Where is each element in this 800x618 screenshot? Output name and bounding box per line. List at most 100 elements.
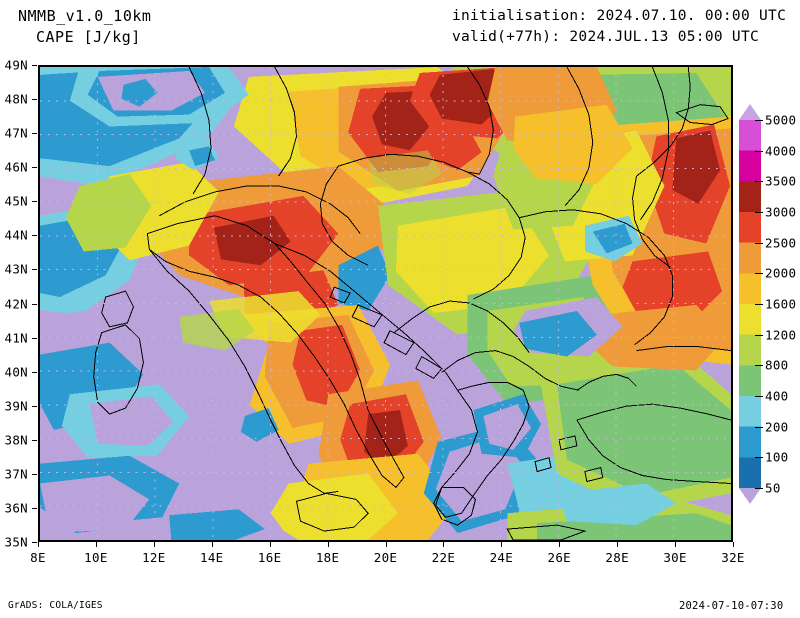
y-tick-mark bbox=[32, 337, 37, 339]
x-tick-label: 18E bbox=[315, 550, 340, 565]
grads-credit: GrADS: COLA/IGES bbox=[8, 600, 103, 611]
colorbar-tick-label: 1600 bbox=[765, 296, 797, 312]
valid-time: valid(+77h): 2024.JUL.13 05:00 UTC bbox=[452, 29, 760, 45]
x-tick-label: 14E bbox=[200, 550, 224, 565]
colorbar-segment bbox=[739, 120, 761, 152]
x-tick-label: 28E bbox=[605, 550, 629, 565]
colorbar-tick-mark bbox=[755, 181, 763, 183]
colorbar-segment bbox=[739, 242, 761, 274]
y-tick-label: 47N bbox=[4, 125, 28, 141]
render-timestamp: 2024-07-10-07:30 bbox=[679, 600, 784, 612]
colorbar-tick-mark bbox=[755, 457, 763, 459]
colorbar-segment bbox=[739, 426, 761, 458]
variable-name: CAPE [J/kg] bbox=[36, 28, 141, 46]
y-tick-label: 38N bbox=[4, 432, 28, 448]
x-tick-mark bbox=[211, 542, 213, 547]
y-tick-mark bbox=[32, 133, 37, 135]
colorbar-tick-label: 50 bbox=[765, 480, 781, 496]
colorbar-tick-mark bbox=[755, 273, 763, 275]
y-tick-label: 46N bbox=[4, 159, 28, 175]
y-tick-mark bbox=[32, 201, 37, 203]
colorbar-segment bbox=[739, 304, 761, 336]
x-tick-mark bbox=[733, 542, 734, 547]
colorbar-tick-label: 800 bbox=[765, 357, 789, 373]
x-tick-label: 26E bbox=[547, 550, 571, 565]
colorbar-tick-label: 3500 bbox=[765, 173, 797, 189]
colorbar-tick-mark bbox=[755, 304, 763, 305]
y-tick-mark bbox=[32, 542, 37, 543]
y-tick-label: 36N bbox=[4, 500, 28, 516]
x-tick-mark bbox=[153, 542, 155, 547]
colorbar-segment bbox=[739, 181, 761, 213]
colorbar-tick-mark bbox=[755, 488, 763, 489]
y-tick-mark bbox=[32, 371, 37, 373]
x-tick-label: 16E bbox=[257, 550, 282, 565]
colorbar-segment bbox=[739, 273, 761, 305]
x-tick-mark bbox=[269, 542, 271, 547]
x-tick-label: 30E bbox=[663, 550, 687, 565]
y-tick-mark bbox=[32, 439, 37, 441]
model-name: NMMB_v1.0_10km bbox=[18, 7, 152, 25]
x-tick-label: 20E bbox=[373, 550, 398, 565]
colorbar-tick-label: 5000 bbox=[765, 112, 797, 128]
y-tick-label: 35N bbox=[4, 534, 28, 550]
colorbar-tick-mark bbox=[755, 212, 763, 213]
colorbar bbox=[739, 104, 761, 504]
y-tick-mark bbox=[32, 99, 37, 101]
x-tick-label: 22E bbox=[431, 550, 456, 565]
x-tick-label: 8E bbox=[30, 550, 46, 565]
colorbar-tick-label: 1200 bbox=[765, 327, 797, 343]
y-tick-label: 48N bbox=[4, 91, 28, 107]
y-tick-label: 49N bbox=[4, 57, 28, 73]
colorbar-tick-mark bbox=[755, 396, 763, 397]
y-tick-mark bbox=[32, 405, 37, 407]
colorbar-tick-mark bbox=[755, 120, 763, 121]
x-tick-label: 24E bbox=[489, 550, 514, 565]
x-tick-label: 10E bbox=[84, 550, 108, 565]
colorbar-segment bbox=[739, 365, 761, 397]
colorbar-tick-mark bbox=[755, 334, 763, 336]
y-tick-label: 45N bbox=[4, 193, 28, 209]
y-tick-label: 41N bbox=[4, 330, 28, 346]
y-tick-mark bbox=[32, 303, 37, 305]
x-tick-mark bbox=[559, 542, 561, 547]
y-tick-label: 39N bbox=[4, 398, 28, 414]
y-tick-label: 43N bbox=[4, 261, 28, 277]
y-tick-label: 42N bbox=[4, 296, 28, 311]
x-tick-mark bbox=[675, 542, 677, 547]
colorbar-segment bbox=[739, 212, 761, 244]
x-tick-mark bbox=[617, 542, 619, 547]
colorbar-tick-mark bbox=[755, 426, 763, 428]
colorbar-tick-mark bbox=[755, 242, 763, 244]
y-tick-label: 40N bbox=[4, 364, 28, 380]
colorbar-tick-label: 100 bbox=[765, 449, 789, 465]
run-info-block: initialisation: 2024.07.10. 00:00 UTC va… bbox=[452, 6, 786, 48]
y-tick-mark bbox=[32, 269, 37, 271]
x-tick-mark bbox=[95, 542, 97, 547]
y-tick-mark bbox=[32, 167, 37, 169]
colorbar-tick-label: 3000 bbox=[765, 204, 797, 220]
colorbar-below-min bbox=[739, 488, 761, 504]
initialisation-time: initialisation: 2024.07.10. 00:00 UTC bbox=[452, 8, 787, 24]
x-tick-label: 12E bbox=[142, 550, 166, 565]
title-block: NMMB_v1.0_10km CAPE [J/kg] bbox=[18, 6, 151, 48]
colorbar-tick-mark bbox=[755, 365, 763, 367]
y-tick-mark bbox=[32, 473, 37, 475]
colorbar-tick-label: 400 bbox=[765, 388, 789, 404]
colorbar-tick-mark bbox=[755, 150, 763, 152]
colorbar-tick-label: 2500 bbox=[765, 235, 797, 251]
colorbar-tick-label: 200 bbox=[765, 419, 789, 435]
y-tick-label: 37N bbox=[4, 466, 28, 482]
colorbar-segment bbox=[739, 396, 761, 428]
y-tick-mark bbox=[32, 235, 37, 237]
y-tick-mark bbox=[32, 65, 37, 66]
y-tick-mark bbox=[32, 507, 37, 509]
colorbar-above-max bbox=[739, 104, 761, 120]
colorbar-tick-label: 4000 bbox=[765, 143, 797, 159]
cape-field bbox=[40, 67, 731, 540]
x-tick-mark bbox=[38, 542, 39, 547]
x-tick-label: 32E bbox=[721, 550, 745, 565]
map-plot-area bbox=[38, 65, 733, 542]
x-tick-mark bbox=[501, 542, 503, 547]
x-tick-mark bbox=[327, 542, 329, 547]
